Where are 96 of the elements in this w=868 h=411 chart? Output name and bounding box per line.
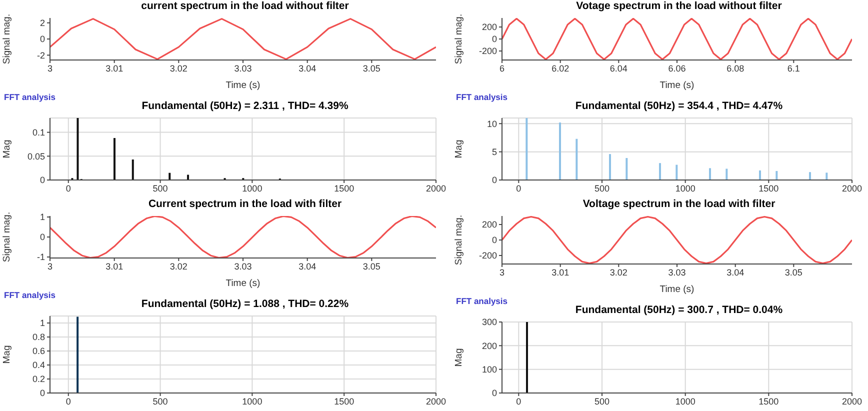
y-tick-label: -200 bbox=[478, 46, 497, 56]
x-tick-label: 1500 bbox=[334, 396, 354, 406]
x-tick-label: 6.02 bbox=[552, 63, 570, 74]
x-tick-label: 3 bbox=[47, 63, 53, 74]
x-tick-label: 1500 bbox=[758, 183, 779, 194]
y-tick-label: 0 bbox=[40, 232, 45, 242]
x-tick-label: 3.04 bbox=[726, 267, 744, 278]
y-tick-label: 1 bbox=[40, 212, 45, 222]
y-tick-label: 0 bbox=[40, 388, 45, 398]
x-tick-label: 0 bbox=[516, 183, 522, 194]
x-axis-title: Time (s) bbox=[226, 80, 260, 91]
chart-title: Fundamental (50Hz) = 2.311 , THD= 4.39% bbox=[142, 100, 348, 112]
y-tick-label: 200 bbox=[482, 22, 497, 32]
x-tick-label: 3.04 bbox=[298, 63, 316, 74]
x-tick-label: 1000 bbox=[242, 396, 262, 406]
y-axis-title: Mag bbox=[1, 140, 12, 158]
y-tick-label: -1 bbox=[36, 252, 45, 262]
y-tick-label: 0 bbox=[492, 34, 497, 44]
y-tick-label: 0 bbox=[492, 235, 497, 246]
x-tick-label: 3.04 bbox=[298, 261, 316, 272]
x-tick-label: 1000 bbox=[675, 183, 696, 194]
x-tick-label: 3 bbox=[47, 261, 53, 272]
x-tick-label: 500 bbox=[594, 396, 610, 406]
y-tick-label: 10 bbox=[486, 118, 497, 129]
y-axis-title: Signal mag. bbox=[1, 14, 12, 64]
x-tick-label: 1500 bbox=[334, 183, 354, 194]
x-tick-label: 3.02 bbox=[610, 267, 628, 278]
y-tick-label: 300 bbox=[482, 317, 497, 328]
x-tick-label: 6.08 bbox=[726, 63, 744, 74]
x-tick-label: 3.05 bbox=[362, 261, 380, 272]
x-tick-label: 3.03 bbox=[668, 267, 686, 278]
y-axis-title: Signal mag. bbox=[1, 212, 12, 262]
x-tick-label: 3.02 bbox=[170, 261, 188, 272]
x-tick-label: 2000 bbox=[842, 396, 862, 406]
y-axis-title: Signal mag. bbox=[453, 214, 464, 266]
x-tick-label: 500 bbox=[152, 396, 168, 406]
text: FFT analysis bbox=[4, 92, 56, 102]
x-tick-label: 3.03 bbox=[234, 63, 252, 74]
y-tick-label: 1 bbox=[40, 318, 45, 328]
x-tick-label: 6 bbox=[499, 63, 505, 74]
x-axis-title: Time (s) bbox=[660, 284, 694, 295]
x-tick-label: 6.06 bbox=[668, 63, 686, 74]
y-tick-label: 2 bbox=[40, 18, 45, 28]
y-tick-label: 100 bbox=[482, 364, 497, 375]
y-tick-label: 5 bbox=[492, 147, 497, 158]
y-tick-label: 0.8 bbox=[32, 332, 45, 342]
x-axis-title: Time (s) bbox=[226, 278, 260, 289]
x-tick-label: 3.01 bbox=[106, 63, 124, 74]
chart-title: Current spectrum in the load with filter bbox=[147, 198, 343, 210]
x-tick-label: 6.04 bbox=[610, 63, 628, 74]
x-tick-label: 0 bbox=[66, 183, 71, 194]
x-tick-label: 1500 bbox=[758, 396, 779, 406]
x-tick-label: 0 bbox=[516, 396, 522, 406]
x-tick-label: 3.03 bbox=[234, 261, 252, 272]
x-tick-label: 1000 bbox=[675, 396, 696, 406]
chart-title: Fundamental (50Hz) = 354.4 , THD= 4.47% bbox=[575, 100, 783, 112]
y-tick-label: 200 bbox=[482, 340, 497, 351]
y-tick-label: 0.6 bbox=[32, 346, 45, 356]
y-tick-label: 0.1 bbox=[32, 128, 45, 138]
x-tick-label: 2000 bbox=[426, 396, 446, 406]
text: FFT analysis bbox=[456, 92, 508, 102]
chart-title: current spectrum in the load without filter bbox=[140, 0, 350, 12]
x-tick-label: 500 bbox=[594, 183, 610, 194]
y-axis-title: Mag bbox=[1, 345, 12, 364]
x-tick-label: 3.05 bbox=[784, 267, 802, 278]
y-tick-label: -200 bbox=[478, 250, 497, 261]
text: FFT analysis bbox=[4, 290, 56, 300]
y-tick-label: -2 bbox=[36, 50, 45, 60]
y-tick-label: 0 bbox=[40, 34, 45, 44]
chart-title: Votage spectrum in the load without filter bbox=[575, 0, 783, 12]
x-tick-label: 2000 bbox=[842, 183, 862, 194]
y-tick-label: 0.4 bbox=[32, 360, 45, 370]
y-tick-label: 0 bbox=[492, 175, 497, 186]
y-tick-label: 0 bbox=[492, 388, 497, 398]
y-tick-label: 0.2 bbox=[32, 374, 45, 384]
x-axis-title: Time (s) bbox=[660, 80, 694, 91]
text: FFT analysis bbox=[456, 296, 508, 306]
y-axis-title: Mag bbox=[453, 348, 464, 367]
y-tick-label: 0.05 bbox=[27, 151, 45, 162]
x-tick-label: 3.02 bbox=[170, 63, 188, 74]
x-tick-label: 1000 bbox=[242, 183, 262, 194]
y-tick-label: 0 bbox=[40, 175, 45, 186]
x-tick-label: 3.01 bbox=[106, 261, 124, 272]
x-tick-label: 500 bbox=[152, 183, 168, 194]
y-axis-title: Mag bbox=[453, 140, 464, 158]
x-tick-label: 2000 bbox=[426, 183, 446, 194]
x-tick-label: 6.1 bbox=[787, 63, 800, 74]
chart-title: Fundamental (50Hz) = 1.088 , THD= 0.22% bbox=[141, 298, 349, 310]
x-tick-label: 3.01 bbox=[552, 267, 570, 278]
y-axis-title: Signal mag. bbox=[453, 14, 464, 64]
chart-title: Fundamental (50Hz) = 300.7 , THD= 0.04% bbox=[575, 304, 783, 316]
y-tick-label: 200 bbox=[482, 220, 497, 230]
x-tick-label: 0 bbox=[66, 396, 71, 406]
chart-title: Voltage spectrum in the load with filter bbox=[582, 198, 776, 210]
x-tick-label: 3.05 bbox=[362, 63, 380, 74]
x-tick-label: 3 bbox=[499, 267, 505, 278]
